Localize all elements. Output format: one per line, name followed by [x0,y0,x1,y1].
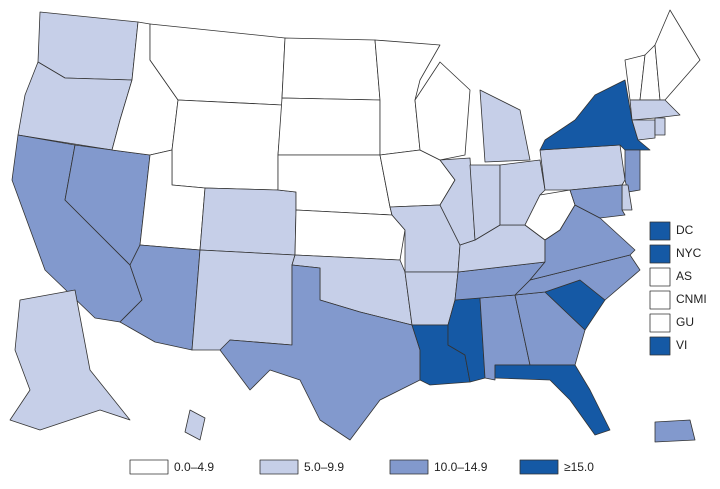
territory-box [649,244,671,264]
state [277,97,381,156]
legend-swatch [519,459,559,475]
state [439,157,476,246]
state [494,364,611,436]
state [629,99,681,121]
legend-swatch [129,459,169,475]
legend-label: 10.0–14.9 [434,460,488,474]
state [654,9,701,101]
state [479,89,531,163]
legend-label: 0.0–4.9 [174,460,214,474]
state [569,184,626,219]
territory-label: AS [676,269,692,283]
state [294,209,406,261]
state [184,409,206,441]
state [529,204,636,281]
territory-box [649,290,671,310]
territory-box [649,221,671,241]
territory-label: DC [676,223,694,237]
state [414,61,471,161]
state [654,117,666,136]
state [281,37,381,101]
state [9,289,131,431]
legend-swatch [259,459,299,475]
state [37,11,139,81]
territory-label: VI [676,338,687,352]
legend-label: 5.0–9.9 [304,460,344,474]
state [654,419,696,443]
state [171,99,283,191]
state [631,119,656,141]
territory-label: NYC [676,246,702,260]
legend-swatch [389,459,429,475]
state [219,264,421,441]
state [624,149,641,193]
territory-box [649,267,671,287]
territory-label: CNMI [676,292,707,306]
legend-label: ≥15.0 [564,460,594,474]
state [199,187,297,256]
territory-box [649,336,671,356]
state [539,144,626,191]
state [191,249,296,351]
territory-label: GU [676,315,694,329]
territory-box [649,313,671,333]
state [514,254,641,301]
